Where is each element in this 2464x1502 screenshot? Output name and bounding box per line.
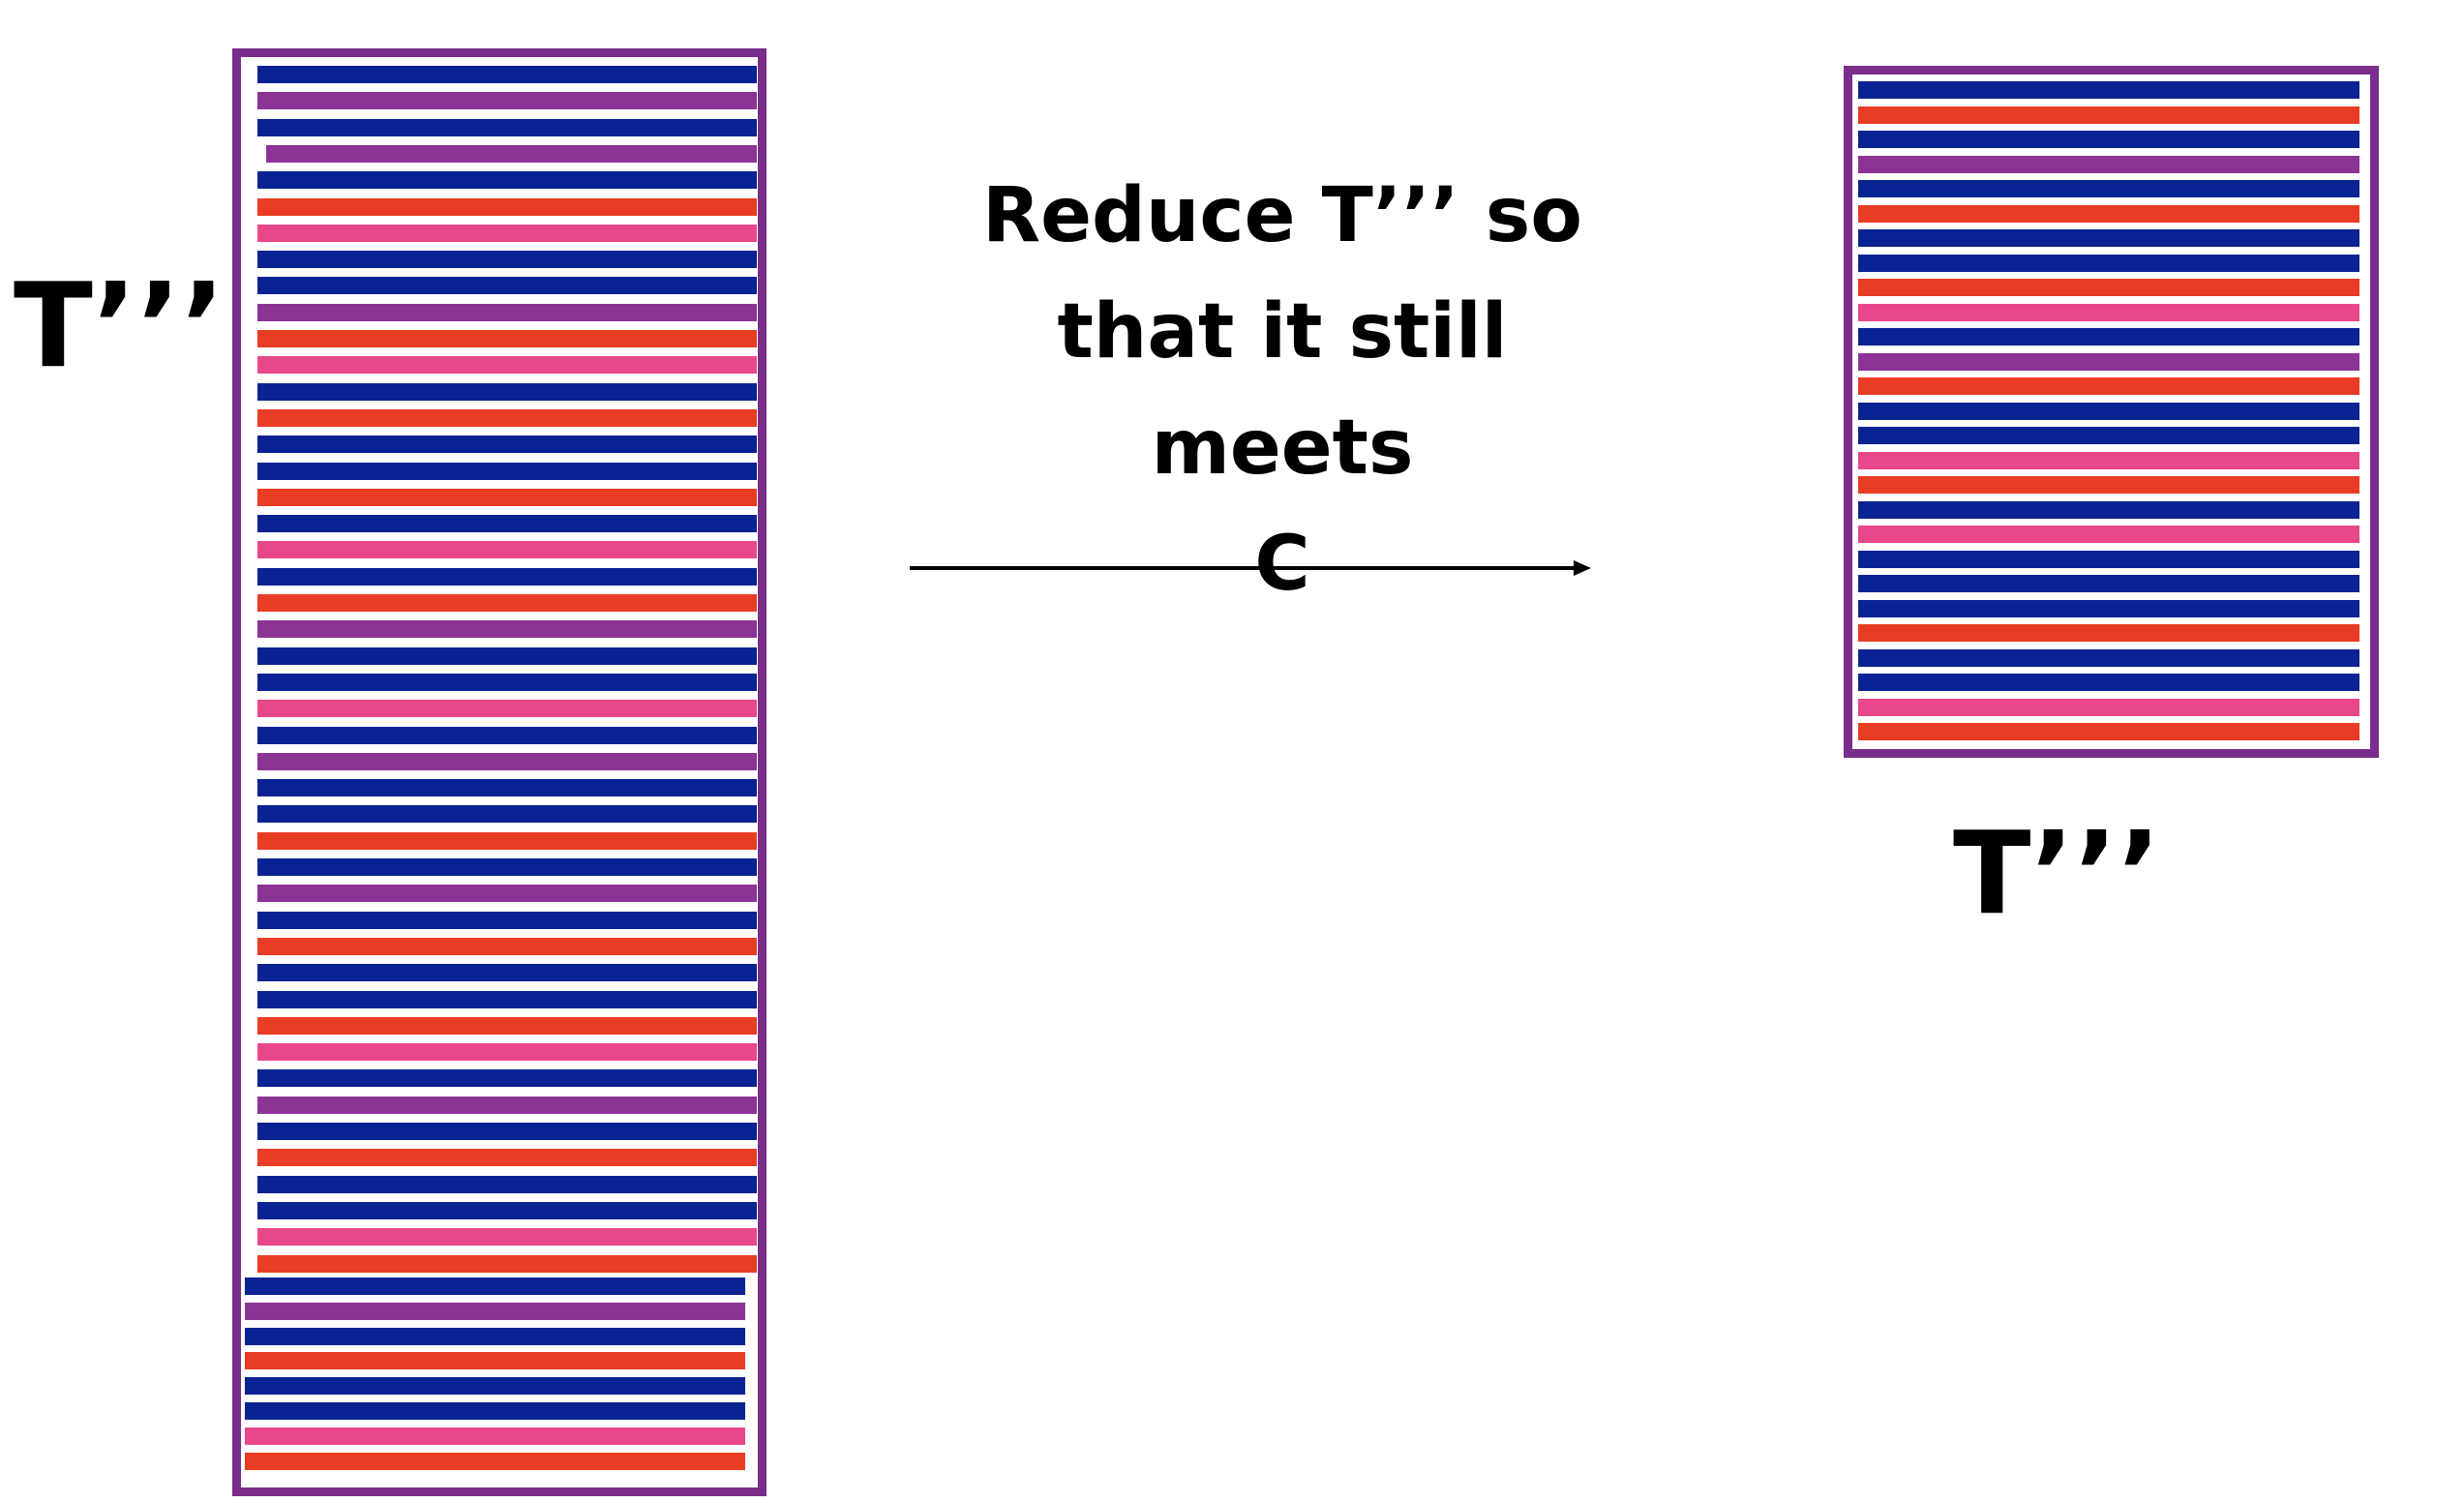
left-stripe-red [257,1149,757,1167]
left-stripe-blue [257,646,757,665]
right-stripe-pink [1858,451,2359,469]
left-stripe-blue [257,726,757,744]
left-stripe-red [245,1452,745,1470]
left-stripe-red [245,1352,745,1370]
right-stripe-red [1858,279,2359,296]
left-set-label: T’’’ [14,259,225,394]
right-stripe-blue [1858,180,2359,197]
left-stripe-blue [257,1123,757,1140]
right-stripe-blue [1858,599,2359,617]
right-stripe-blue [1858,427,2359,444]
right-stripe-red [1858,377,2359,395]
left-stripe-blue [257,990,757,1008]
left-set-frame [232,48,766,1496]
left-stripe-purple [245,1302,745,1320]
right-stripe-blue [1858,254,2359,272]
right-stripe-purple [1858,352,2359,371]
left-stripe-red [257,330,757,347]
left-stripe-red [257,1254,757,1273]
right-stripe-blue [1858,674,2359,691]
right-stripe-red [1858,624,2359,642]
left-stripe-blue [257,1201,757,1219]
left-stripe-red [257,1016,757,1035]
caption-line-3: C [1254,521,1310,608]
left-stripe-red [257,831,757,850]
right-stripe-blue [1858,402,2359,420]
reduction-caption: Reduce T’’’ so that it still meets C [915,158,1650,622]
right-stripe-blue [1858,81,2359,99]
right-stripe-pink [1858,526,2359,543]
right-stripe-red [1858,476,2359,494]
right-stripe-pink [1858,303,2359,321]
left-stripe-blue [257,858,757,876]
left-stripe-pink [257,1228,757,1247]
left-stripe-red [257,937,757,955]
left-stripe-blue [257,436,757,454]
right-stripe-blue [1858,575,2359,592]
left-stripe-blue [257,964,757,982]
right-stripe-purple [1858,155,2359,173]
left-stripe-pink [257,224,757,242]
left-stripe-red [257,408,757,427]
right-set-frame [1844,66,2379,758]
left-stripe-blue [257,462,757,480]
left-stripe-blue [245,1377,745,1396]
left-stripe-blue [257,779,757,797]
left-stripe-blue [257,251,757,269]
left-stripe-blue [257,1175,757,1193]
left-stripe-purple [257,885,757,903]
arrow-right-icon [910,560,1591,576]
left-stripe-purple [257,1096,757,1114]
left-stripe-purple [257,620,757,639]
right-stripe-blue [1858,131,2359,148]
left-stripe-purple [257,92,757,110]
right-stripe-blue [1858,328,2359,345]
right-stripe-blue [1858,500,2359,519]
left-stripe-pink [245,1427,745,1445]
left-stripe-blue [257,805,757,824]
left-stripe-blue [257,1069,757,1088]
left-stripe-blue [257,515,757,533]
left-stripe-blue [245,1327,745,1345]
left-stripe-purple [257,752,757,770]
right-stripe-blue [1858,550,2359,568]
left-stripe-blue [257,171,757,190]
right-set-label: T’’’ [1953,806,2161,940]
right-stripe-blue [1858,229,2359,247]
right-stripe-blue [1858,648,2359,667]
left-stripe-blue [257,382,757,401]
left-stripe-pink [257,541,757,559]
left-stripe-purple [266,144,757,163]
left-stripe-red [257,488,757,506]
left-stripe-red [257,197,757,216]
right-stripe-red [1858,723,2359,740]
caption-line-2: that it still meets [1057,288,1508,492]
left-stripe-red [257,594,757,612]
left-stripe-blue [245,1402,745,1420]
left-stripe-blue [257,66,757,83]
right-stripe-pink [1858,698,2359,716]
left-stripe-blue [257,911,757,929]
left-stripe-blue [257,118,757,136]
left-stripe-blue [245,1277,745,1295]
right-stripe-red [1858,105,2359,124]
left-stripe-blue [257,673,757,691]
left-stripe-blue [257,567,757,586]
left-stripe-purple [257,303,757,321]
left-stripe-pink [257,700,757,718]
left-stripe-blue [257,277,757,295]
left-stripe-pink [257,1043,757,1062]
right-stripe-red [1858,204,2359,223]
caption-line-1: Reduce T’’’ so [982,172,1582,259]
left-stripe-pink [257,356,757,375]
